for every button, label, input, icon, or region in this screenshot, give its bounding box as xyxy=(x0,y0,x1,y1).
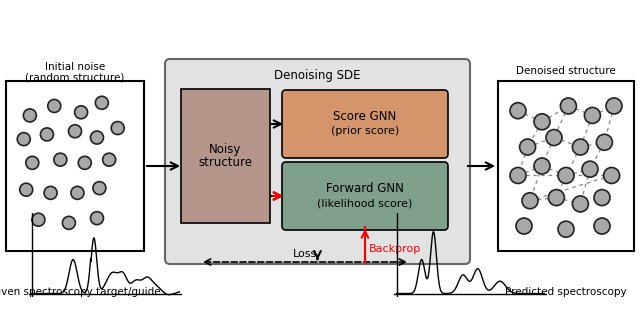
Text: (prior score): (prior score) xyxy=(331,126,399,136)
Circle shape xyxy=(90,131,104,144)
Circle shape xyxy=(44,186,57,199)
Circle shape xyxy=(510,103,526,119)
Circle shape xyxy=(604,167,620,184)
FancyBboxPatch shape xyxy=(165,59,470,264)
Circle shape xyxy=(48,99,61,112)
Text: (likelihood score): (likelihood score) xyxy=(317,198,413,208)
Text: (random structure): (random structure) xyxy=(26,72,125,82)
Text: Score GNN: Score GNN xyxy=(333,111,397,124)
Circle shape xyxy=(40,128,54,141)
FancyBboxPatch shape xyxy=(6,81,144,251)
Text: Backprop: Backprop xyxy=(369,244,421,254)
Circle shape xyxy=(516,218,532,234)
Circle shape xyxy=(71,186,84,199)
Circle shape xyxy=(572,196,588,212)
Circle shape xyxy=(90,212,104,225)
Circle shape xyxy=(32,213,45,226)
Circle shape xyxy=(594,218,610,234)
Text: Predicted spectroscopy: Predicted spectroscopy xyxy=(505,287,627,297)
Circle shape xyxy=(561,98,577,114)
Circle shape xyxy=(584,108,600,123)
Circle shape xyxy=(596,134,612,150)
Text: Loss: Loss xyxy=(293,249,317,259)
Circle shape xyxy=(534,114,550,130)
Circle shape xyxy=(17,133,30,146)
Circle shape xyxy=(102,153,116,166)
Circle shape xyxy=(93,182,106,195)
Circle shape xyxy=(95,96,108,109)
Circle shape xyxy=(548,190,564,205)
Circle shape xyxy=(63,216,76,229)
Circle shape xyxy=(582,161,598,177)
Text: Denoised structure: Denoised structure xyxy=(516,66,616,76)
Circle shape xyxy=(520,139,536,155)
Circle shape xyxy=(23,109,36,122)
Circle shape xyxy=(606,98,622,114)
Circle shape xyxy=(20,183,33,196)
Circle shape xyxy=(68,125,81,138)
Text: Initial noise: Initial noise xyxy=(45,62,105,72)
Circle shape xyxy=(546,129,562,146)
Circle shape xyxy=(78,156,92,169)
Circle shape xyxy=(522,193,538,209)
Circle shape xyxy=(54,153,67,166)
FancyBboxPatch shape xyxy=(282,90,448,158)
Circle shape xyxy=(572,139,588,155)
Circle shape xyxy=(510,167,526,184)
Text: Denoising SDE: Denoising SDE xyxy=(275,69,361,82)
Circle shape xyxy=(111,121,124,135)
Circle shape xyxy=(558,221,574,237)
Text: Forward GNN: Forward GNN xyxy=(326,183,404,196)
FancyBboxPatch shape xyxy=(181,89,270,223)
Circle shape xyxy=(594,190,610,205)
FancyBboxPatch shape xyxy=(498,81,634,251)
Text: Given spectroscopy target/guide: Given spectroscopy target/guide xyxy=(0,287,160,297)
Text: structure: structure xyxy=(198,156,253,170)
Circle shape xyxy=(558,167,574,184)
Circle shape xyxy=(75,106,88,119)
Circle shape xyxy=(26,156,39,169)
Text: Noisy: Noisy xyxy=(209,142,242,155)
Circle shape xyxy=(534,158,550,174)
FancyBboxPatch shape xyxy=(282,162,448,230)
